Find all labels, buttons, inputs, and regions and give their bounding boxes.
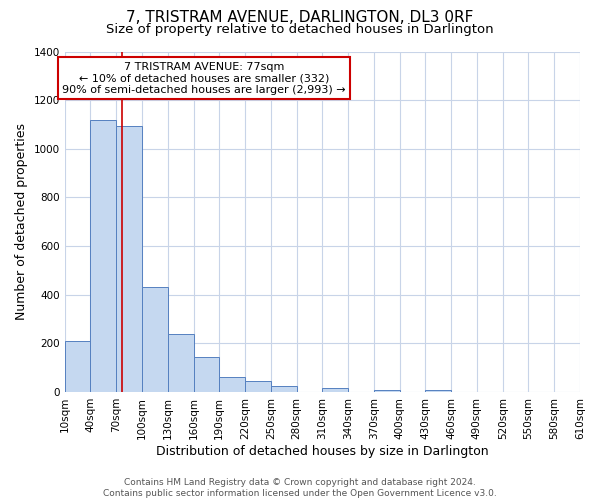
Bar <box>271 386 296 392</box>
Bar <box>193 358 219 392</box>
Text: Contains HM Land Registry data © Crown copyright and database right 2024.
Contai: Contains HM Land Registry data © Crown c… <box>103 478 497 498</box>
Bar <box>116 126 142 392</box>
X-axis label: Distribution of detached houses by size in Darlington: Distribution of detached houses by size … <box>156 444 488 458</box>
Bar <box>425 390 451 392</box>
Bar <box>245 380 271 392</box>
Bar <box>219 377 245 392</box>
Bar <box>142 288 168 392</box>
Text: Size of property relative to detached houses in Darlington: Size of property relative to detached ho… <box>106 22 494 36</box>
Text: 7, TRISTRAM AVENUE, DARLINGTON, DL3 0RF: 7, TRISTRAM AVENUE, DARLINGTON, DL3 0RF <box>127 10 473 25</box>
Bar <box>374 390 400 392</box>
Bar <box>168 334 193 392</box>
Bar <box>65 341 91 392</box>
Bar <box>91 120 116 392</box>
Bar <box>322 388 348 392</box>
Text: 7 TRISTRAM AVENUE: 77sqm
← 10% of detached houses are smaller (332)
90% of semi-: 7 TRISTRAM AVENUE: 77sqm ← 10% of detach… <box>62 62 346 95</box>
Y-axis label: Number of detached properties: Number of detached properties <box>15 124 28 320</box>
